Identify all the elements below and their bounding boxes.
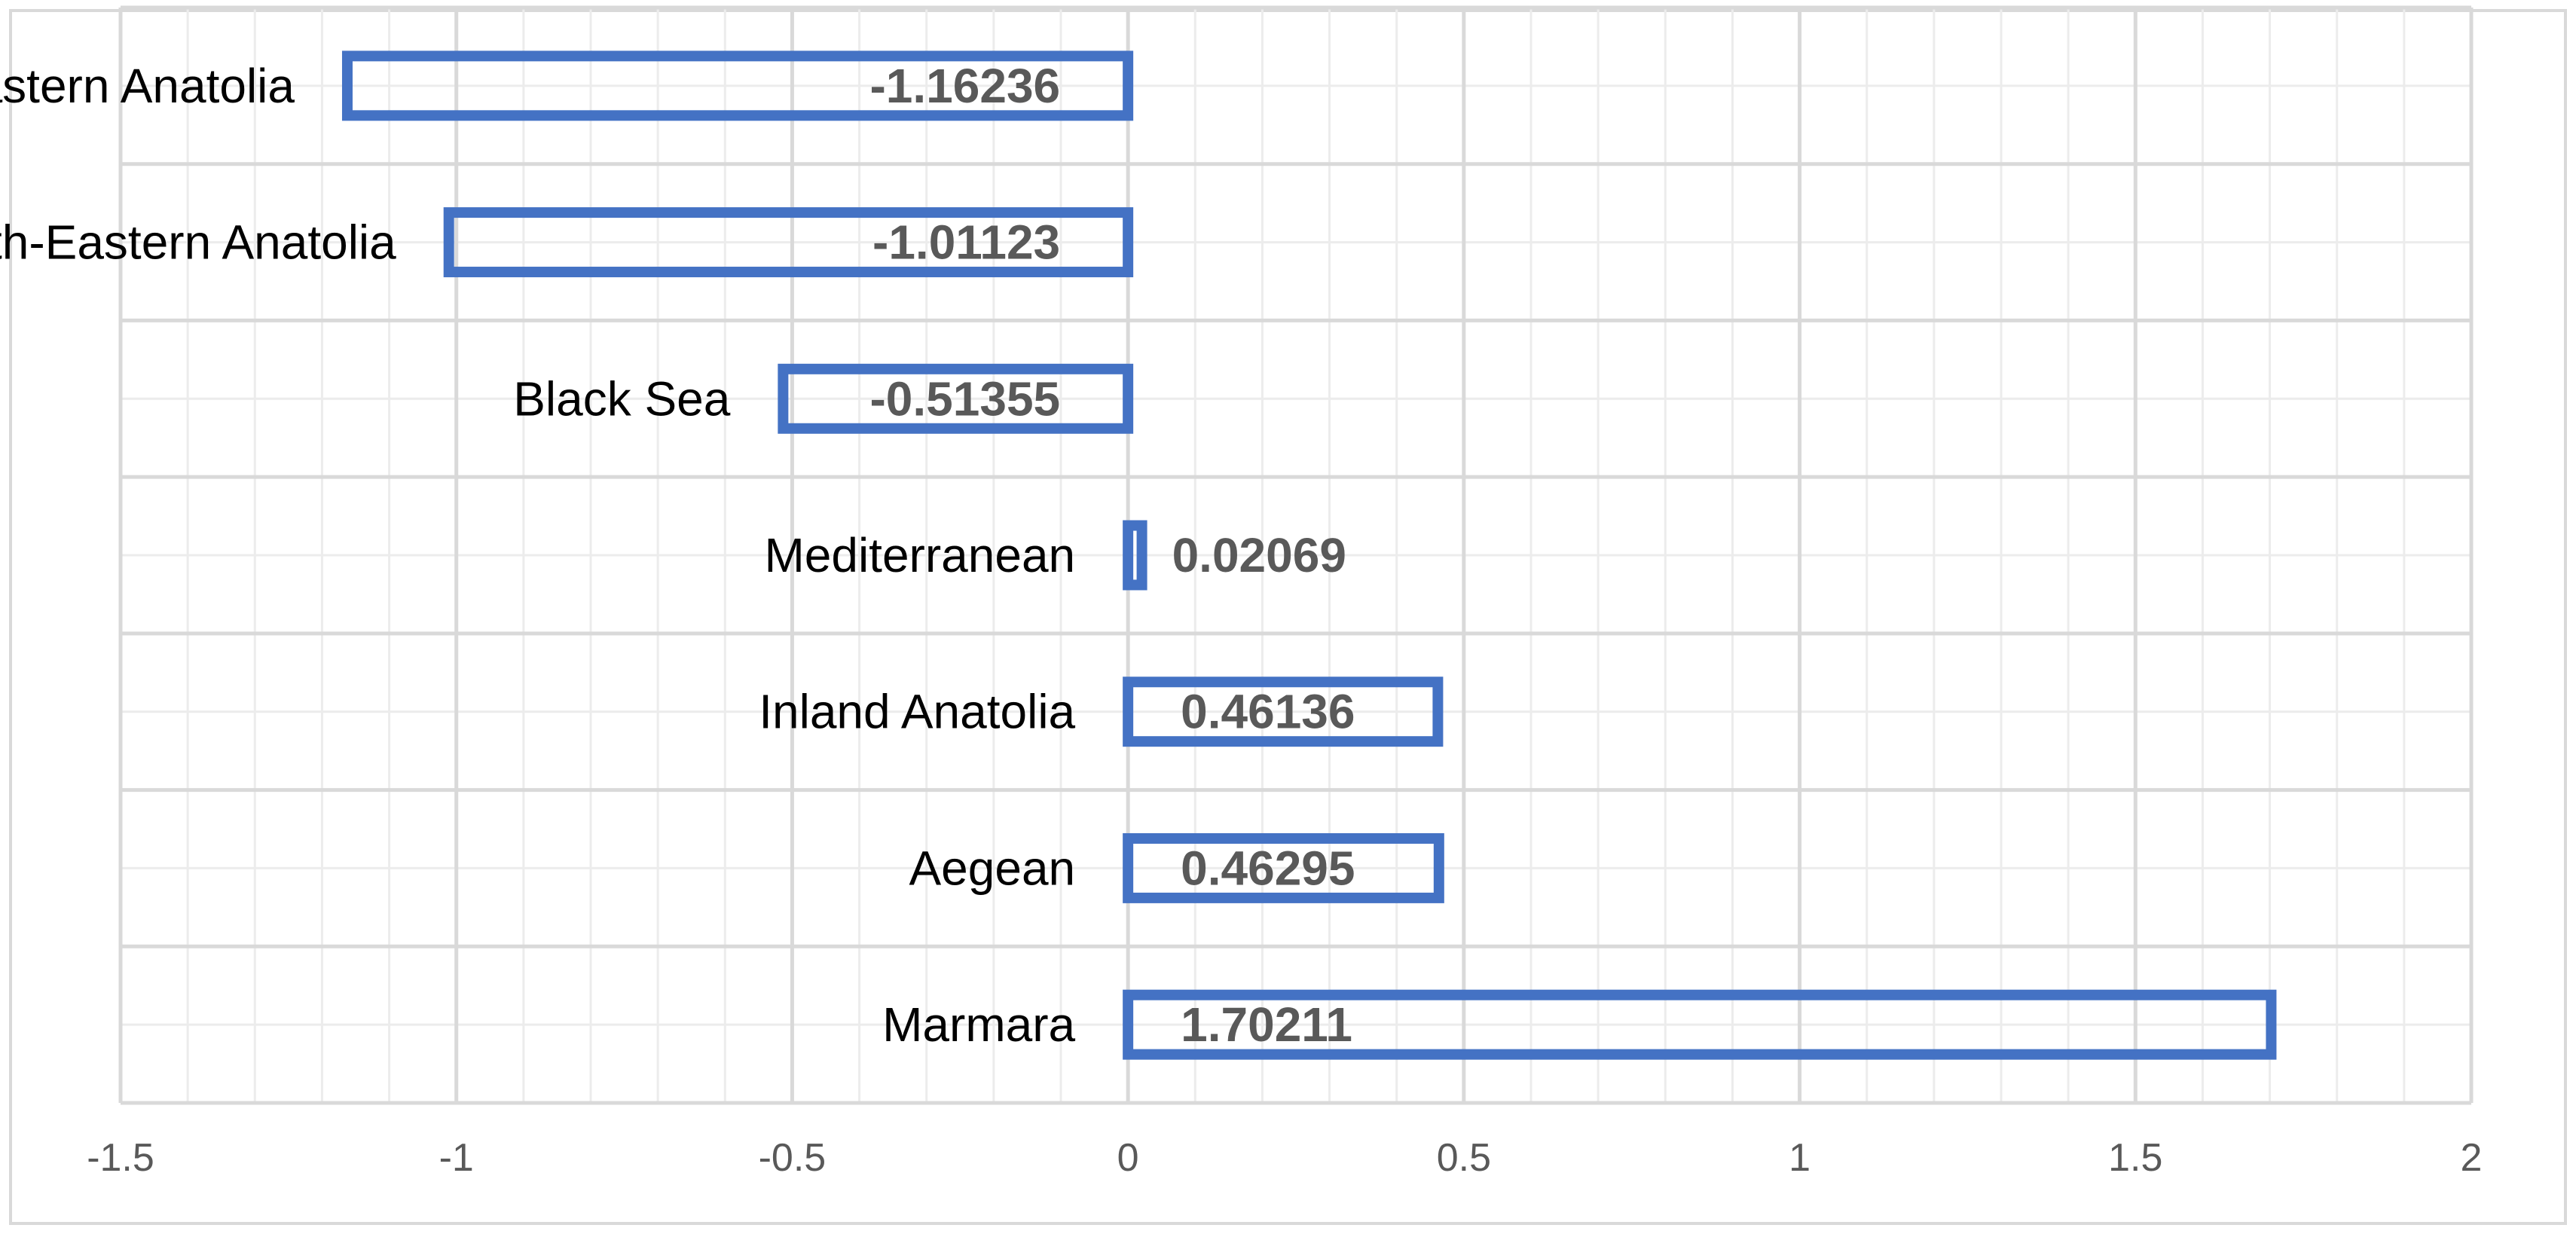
data-label: 0.46295 (1181, 841, 1355, 895)
bar (341, 50, 1134, 121)
category-label: Black Sea (513, 371, 731, 426)
data-label: -1.01123 (872, 215, 1060, 270)
chart-frame (9, 9, 2567, 1225)
data-label: -0.51355 (869, 371, 1060, 426)
bar (1123, 989, 2277, 1060)
x-tick-label: 1 (1789, 1136, 1811, 1180)
category-label: Marmara (882, 997, 1075, 1052)
bar (1123, 677, 1444, 747)
x-tick-label: 0.5 (1437, 1136, 1491, 1180)
bar (1123, 832, 1444, 903)
x-tick-label: -1 (439, 1136, 474, 1180)
category-label: Inland Anatolia (759, 685, 1075, 739)
bar (1123, 520, 1147, 591)
bar (443, 207, 1134, 278)
labels: -1.5 -1 -0.5 0 0.5 1 1.5 2 Eastern Anatolia -1.16… (0, 59, 2482, 1180)
category-label: South-Eastern Anatolia (0, 215, 396, 270)
category-label: Aegean (909, 841, 1075, 895)
data-label: 0.02069 (1172, 528, 1346, 582)
data-label: 1.70211 (1181, 997, 1352, 1052)
x-tick-label: -1.5 (87, 1136, 154, 1180)
x-tick-label: 0 (1117, 1136, 1139, 1180)
data-label: 0.46136 (1181, 685, 1355, 739)
grid (118, 5, 2474, 1105)
data-label: -1.16236 (869, 59, 1060, 113)
x-tick-label: 2 (2461, 1136, 2483, 1180)
bars (341, 50, 2277, 1060)
bar (778, 363, 1134, 434)
x-tick-label: 1.5 (2108, 1136, 2162, 1180)
category-label: Mediterranean (764, 528, 1075, 582)
x-tick-label: -0.5 (759, 1136, 827, 1180)
category-label: Eastern Anatolia (0, 59, 295, 113)
